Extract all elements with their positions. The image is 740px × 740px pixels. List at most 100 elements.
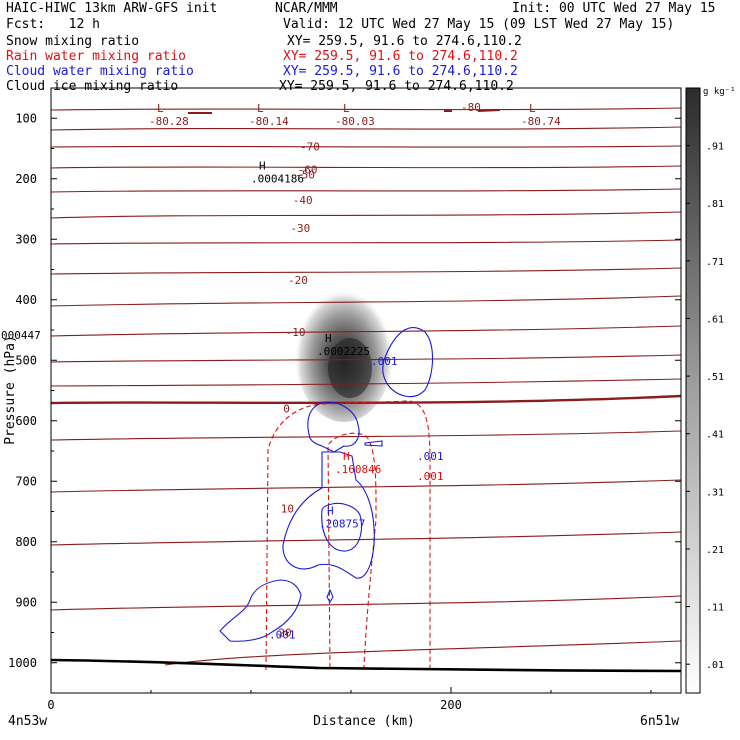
extremum-value: -80.74 [521, 115, 561, 128]
extremum-value: .160846 [335, 463, 381, 476]
extremum-value: .208757 [319, 518, 365, 531]
contour-label: .001 [371, 355, 398, 368]
low-contour [444, 109, 501, 112]
isotherm [164, 640, 681, 666]
y-tick-label: 300 [15, 232, 37, 246]
rain-water-contour [327, 432, 377, 669]
isotherm [51, 479, 681, 493]
extremum-symbol: L [257, 102, 264, 115]
field-name-snow: Snow mixing ratio [6, 34, 140, 49]
isotherm-label: 20 [278, 627, 291, 640]
isotherm-label: -60 [298, 164, 318, 177]
y-tick-label: 500 [15, 353, 37, 367]
y-tick-label: 600 [15, 414, 37, 428]
colorbar-label: .71 [706, 257, 724, 268]
org-label: NCAR/MMM [275, 1, 338, 16]
field-name-cloud-water: Cloud water mixing ratio [6, 64, 194, 79]
y-tick-label: 100 [15, 111, 37, 125]
y-tick-label: 900 [15, 595, 37, 609]
y-tick-label: 200 [15, 172, 37, 186]
isotherm-label: -40 [293, 194, 313, 207]
contour-label: -80 [461, 101, 481, 114]
colorbar-label: .41 [706, 430, 724, 441]
colorbar-label: .91 [706, 142, 724, 153]
colorbar-label: .11 [706, 603, 724, 614]
isotherm-label: -50 [295, 169, 315, 182]
isotherm [51, 354, 681, 363]
extremum-symbol: H [325, 332, 332, 345]
isotherm-label: 0 [283, 403, 290, 416]
field-xy-cloud-water: XY= 259.5, 91.6 to 274.6,110.2 [283, 64, 518, 79]
colorbar-unit: g kg⁻¹ [703, 87, 736, 97]
isotherm [51, 430, 681, 441]
cloud-water-contour [364, 440, 383, 447]
isotherm [51, 325, 681, 337]
isotherm [51, 165, 681, 169]
forecast-hour: Fcst: 12 h [6, 17, 100, 32]
contour-label: .001 [269, 629, 296, 642]
colorbar-label: .61 [706, 314, 724, 325]
extremum-symbol: H [343, 450, 350, 463]
x-axis-title: Distance (km) [313, 714, 415, 729]
snow-mixing-ratio-core [328, 338, 372, 398]
isotherm [51, 107, 681, 111]
cloud-water-contour [382, 327, 434, 398]
isotherm [51, 145, 681, 148]
field-xy-rain: XY= 259.5, 91.6 to 274.6,110.2 [283, 49, 518, 64]
isotherm [51, 239, 681, 245]
colorbar-label: .31 [706, 487, 724, 498]
model-title: HAIC-HIWC 13km ARW-GFS init [6, 1, 218, 16]
isotherm [51, 188, 681, 193]
contour-label: 000447 [1, 329, 41, 342]
isotherm [51, 211, 681, 219]
terrain-line [51, 658, 681, 673]
colorbar-label: .51 [706, 372, 724, 383]
x-tick-label: 200 [440, 698, 462, 712]
extremum-symbol: H [259, 160, 266, 173]
isotherm [51, 267, 681, 275]
field-xy-snow: XY= 259.5, 91.6 to 274.6,110.2 [287, 34, 522, 49]
extremum-symbol: L [529, 102, 536, 115]
extremum-value: -80.14 [249, 115, 289, 128]
isotherm-label: -30 [290, 222, 310, 235]
isotherm [51, 295, 681, 307]
y-tick-label: 800 [15, 535, 37, 549]
isotherm-label: 10 [281, 502, 294, 515]
y-tick-label: 700 [15, 474, 37, 488]
extremum-value: -80.03 [335, 115, 375, 128]
x-end-label: 6n51w [640, 714, 679, 729]
y-tick-label: 1000 [8, 656, 37, 670]
field-name-rain: Rain water mixing ratio [6, 49, 187, 64]
colorbar [685, 87, 701, 694]
isotherm [51, 531, 681, 546]
isotherm-label: -20 [288, 274, 308, 287]
rain-water-contour [265, 400, 431, 671]
extremum-value: .0004186 [251, 173, 304, 186]
extremum-value: -80.28 [149, 115, 189, 128]
isotherm [51, 378, 681, 387]
field-name-cloud-ice: Cloud ice mixing ratio [6, 79, 179, 94]
colorbar-label: .01 [706, 660, 724, 671]
extremum-value: .0002225 [317, 345, 370, 358]
isotherm-label: -10 [286, 326, 306, 339]
y-axis-title: Pressure (hPa) [3, 335, 18, 445]
isotherm [51, 126, 681, 131]
extremum-symbol: L [343, 102, 350, 115]
isotherm [51, 595, 681, 611]
colorbar-label: .21 [706, 545, 724, 556]
cloud-water-contour [326, 588, 334, 604]
isotherm-label: -70 [300, 141, 320, 154]
x-tick-label: 0 [47, 698, 54, 712]
x-start-label: 4n53w [8, 714, 47, 729]
cloud-water-contour [282, 451, 375, 579]
cloud-water-contour [219, 579, 302, 642]
cloud-water-contour [307, 401, 360, 453]
valid-time: Valid: 12 UTC Wed 27 May 15 (09 LST Wed … [283, 17, 675, 32]
contour-label: .001 [417, 470, 444, 483]
cloud-water-contour [321, 502, 363, 552]
extremum-symbol: H [327, 505, 334, 518]
colorbar-label: .81 [706, 199, 724, 210]
init-time: Init: 00 UTC Wed 27 May 15 [512, 1, 716, 16]
field-xy-cloud-ice: XY= 259.5, 91.6 to 274.6,110.2 [279, 79, 514, 94]
